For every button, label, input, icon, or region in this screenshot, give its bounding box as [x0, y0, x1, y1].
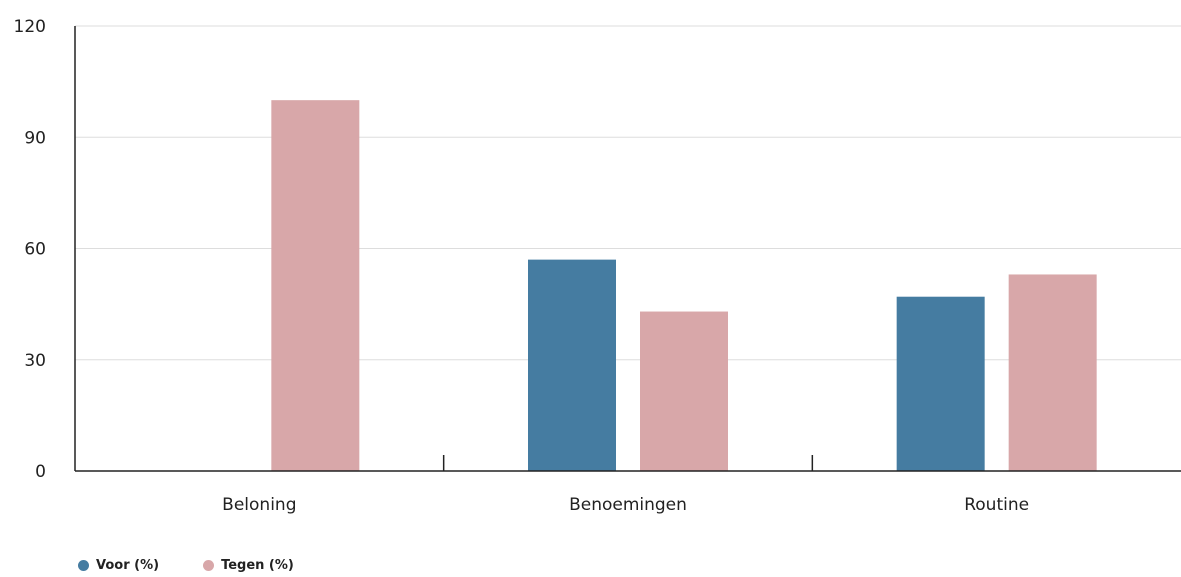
legend-label-tegen: Tegen (%)	[221, 558, 294, 573]
y-tick-label: 0	[35, 462, 46, 482]
bar-benoemingen-tegen[interactable]	[640, 311, 728, 471]
y-tick-label: 30	[24, 351, 46, 371]
y-tick-label: 120	[14, 17, 46, 37]
bar-beloning-tegen[interactable]	[271, 100, 360, 472]
x-ticks	[442, 455, 814, 471]
legend-item-voor[interactable]: Voor (%)	[78, 558, 159, 573]
axes	[74, 26, 1181, 472]
legend-label-voor: Voor (%)	[96, 558, 160, 573]
bar-routine-voor[interactable]	[896, 296, 985, 471]
y-tick-labels: 0 30 60 90 120	[14, 17, 46, 482]
legend-item-tegen[interactable]: Tegen (%)	[203, 558, 294, 573]
x-tick-label: Benoemingen	[569, 495, 687, 515]
y-tick-label: 90	[24, 128, 46, 148]
legend: Voor (%) Tegen (%)	[78, 558, 338, 573]
bar-chart: 0 30 60 90 120 Beloning Benoemingen Routine	[14, 17, 1181, 515]
x-tick-labels: Beloning Benoemingen Routine	[222, 495, 1029, 515]
legend-marker-tegen	[203, 560, 215, 571]
x-tick-label: Routine	[964, 495, 1029, 515]
gridlines	[75, 25, 1181, 361]
y-tick-label: 60	[24, 240, 46, 260]
bar-routine-tegen[interactable]	[1008, 274, 1097, 471]
x-tick-label: Beloning	[222, 495, 296, 515]
bar-benoemingen-voor[interactable]	[528, 259, 616, 471]
bars	[271, 100, 1097, 472]
legend-marker-voor	[78, 560, 89, 571]
